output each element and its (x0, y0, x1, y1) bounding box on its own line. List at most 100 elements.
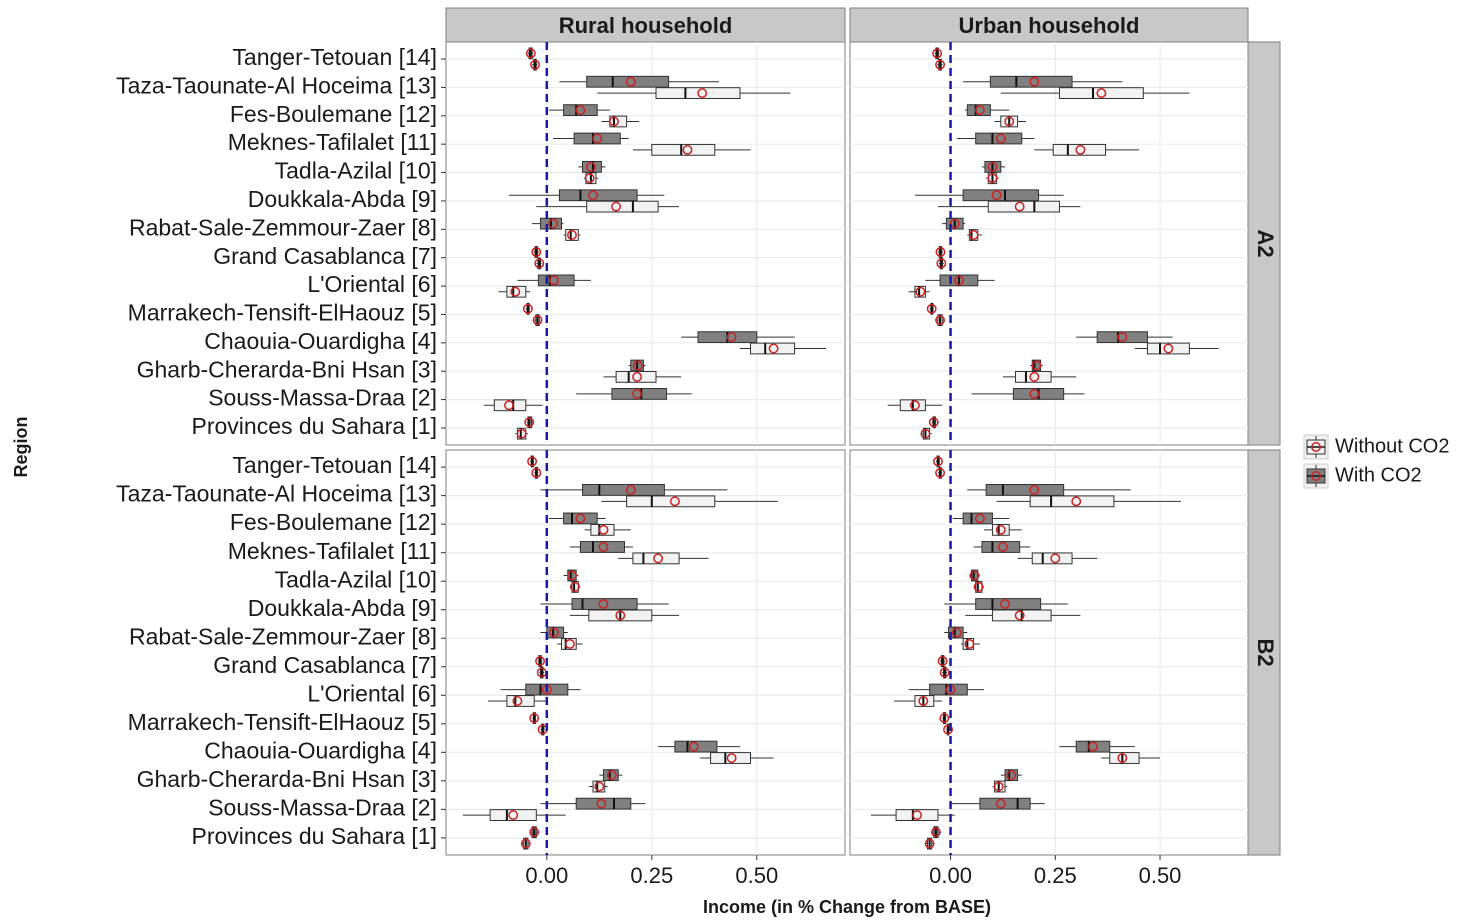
y-tick-label: Meknes-Tafilalet [11] (228, 538, 437, 564)
box (887, 399, 943, 412)
y-tick-label: Taza-Taounate-Al Hoceima [13] (116, 72, 437, 98)
box (559, 75, 719, 88)
y-tick-label: Rabat-Sale-Zemmour-Zaer [8] (129, 623, 437, 649)
box (563, 569, 579, 582)
mean (575, 513, 586, 524)
legend-mean (1311, 471, 1321, 481)
mean (567, 570, 577, 581)
mean (1117, 753, 1128, 763)
mean (688, 741, 699, 752)
box (1059, 740, 1135, 753)
box (529, 712, 540, 725)
box (924, 837, 935, 850)
mean (510, 286, 521, 297)
mean (949, 218, 960, 229)
box (920, 427, 932, 440)
mean (527, 456, 538, 467)
box (524, 416, 535, 429)
box (950, 797, 1045, 810)
mean (939, 713, 950, 724)
mean (548, 275, 559, 286)
mean (918, 696, 929, 706)
mean (928, 417, 939, 428)
mean (598, 542, 609, 552)
mean (969, 570, 980, 581)
mean (1071, 496, 1082, 507)
y-tick-label: Marrakech-Tensift-ElHaouz [5] (128, 709, 437, 735)
box-body (586, 200, 659, 213)
mean (932, 48, 943, 59)
box (994, 115, 1026, 128)
mean (584, 173, 595, 184)
box (984, 523, 1022, 536)
y-tick-label: Marrakech-Tensift-ElHaouz [5] (128, 300, 437, 326)
panel (849, 449, 1249, 856)
box (532, 217, 564, 230)
box (935, 314, 946, 327)
box-body (582, 484, 665, 496)
box (944, 626, 968, 639)
box-body (1146, 342, 1190, 355)
y-tick-label: Grand Casablanca [7] (213, 243, 437, 269)
mean (1029, 388, 1040, 399)
mean (1004, 116, 1015, 127)
box-body (571, 598, 638, 610)
box (498, 285, 530, 298)
mean (508, 810, 519, 821)
box (928, 416, 939, 429)
mean (935, 247, 946, 257)
box-body (565, 229, 579, 241)
box (973, 580, 985, 593)
box (939, 712, 950, 725)
mean (524, 417, 535, 428)
box-body (989, 75, 1073, 88)
box (1000, 87, 1190, 99)
mean (1163, 343, 1174, 354)
box (530, 58, 540, 71)
box (536, 200, 680, 213)
mean (1050, 553, 1061, 564)
mean (588, 190, 598, 201)
box-body (489, 809, 537, 821)
column-title: Rural household (559, 13, 733, 38)
box (597, 87, 791, 99)
mean (1088, 741, 1098, 752)
box-body (929, 683, 968, 696)
box (462, 809, 566, 821)
box-body (1014, 370, 1052, 383)
box-body (632, 552, 680, 565)
y-tick-label: L'Oriental [6] (307, 271, 437, 297)
mean (974, 105, 985, 116)
box (969, 569, 980, 582)
box-body (991, 523, 1010, 536)
box (1076, 331, 1173, 344)
box-body (575, 797, 632, 810)
mean (926, 303, 937, 314)
box-body (975, 580, 983, 593)
box (618, 552, 709, 565)
y-tick-label: Doukkala-Abda [9] (248, 595, 437, 621)
box (488, 695, 547, 707)
box (926, 302, 937, 315)
box (967, 229, 982, 241)
box (944, 598, 1068, 610)
box-body (506, 285, 527, 298)
mean (951, 627, 962, 638)
y-tick-label: Chaouia-Ouardigha [4] (204, 737, 437, 763)
mean (534, 258, 545, 269)
y-tick-label: Rabat-Sale-Zemmour-Zaer [8] (129, 214, 437, 240)
mean (632, 388, 643, 399)
mean (968, 230, 979, 240)
mean (548, 218, 559, 229)
box-body (590, 523, 615, 536)
legend-item: With CO2 (1303, 463, 1422, 489)
strip (1247, 41, 1281, 446)
mean (1006, 770, 1017, 781)
box-body (1109, 752, 1140, 764)
box (535, 655, 546, 667)
x-tick-label: 0.25 (1034, 863, 1077, 888)
mean (1029, 76, 1040, 87)
legend-label: Without CO2 (1335, 435, 1449, 457)
legend-mean (1311, 442, 1321, 452)
mean (974, 513, 985, 524)
